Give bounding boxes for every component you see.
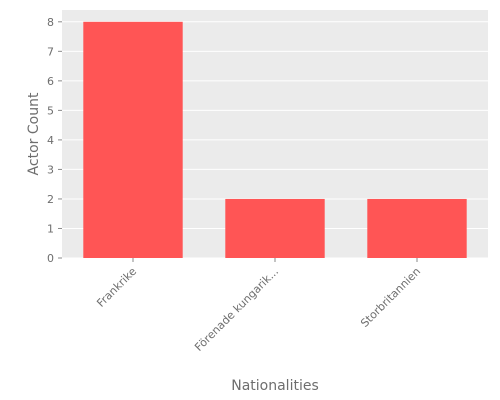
- bar: [367, 198, 467, 258]
- x-axis-label: Nationalities: [231, 378, 319, 394]
- y-tick-label: 0: [47, 252, 54, 265]
- y-tick-label: 1: [47, 222, 54, 235]
- x-tick-label: Förenade kungarik...: [192, 265, 281, 354]
- y-tick-label: 6: [47, 75, 54, 88]
- y-tick-label: 2: [47, 193, 54, 206]
- bar: [225, 198, 325, 258]
- x-tick-label: Storbritannien: [358, 265, 423, 330]
- x-axis-ticks: Frankrike Förenade kungarik... Storbritann…: [94, 258, 423, 354]
- y-tick-label: 5: [47, 104, 54, 117]
- y-axis-label: Actor Count: [26, 92, 42, 175]
- x-tick-label: Frankrike: [94, 265, 139, 310]
- y-axis-ticks: 0 1 2 3 4 5 6 7 8: [47, 16, 62, 265]
- bars: [83, 21, 467, 258]
- y-tick-label: 3: [47, 163, 54, 176]
- bar: [83, 21, 183, 258]
- y-tick-label: 8: [47, 16, 54, 29]
- y-tick-label: 7: [47, 45, 54, 58]
- y-tick-label: 4: [47, 134, 54, 147]
